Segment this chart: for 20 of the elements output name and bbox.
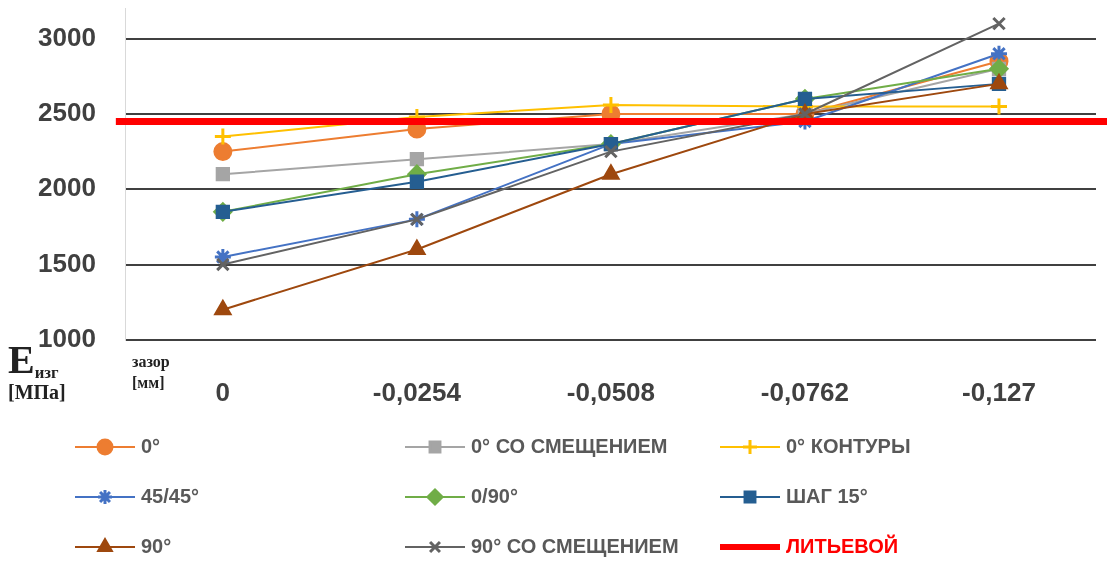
y-tick-label: 3000 — [38, 21, 96, 52]
legend-label: ШАГ 15° — [786, 484, 868, 507]
y-tick-label: 2500 — [38, 97, 96, 128]
legend-label: 45/45° — [141, 484, 200, 507]
x-tick-label: -0,127 — [962, 376, 1036, 407]
x-tick-label: -0,0762 — [760, 376, 850, 407]
y-tick-label: 2000 — [38, 172, 96, 203]
legend-label: 90° — [141, 534, 172, 557]
legend-label: 0° КОНТУРЫ — [786, 434, 911, 457]
legend-label: 0/90° — [471, 484, 518, 507]
x-tick-label: 0 — [215, 376, 231, 407]
legend-label: 0° — [141, 434, 161, 457]
y-tick-label: 1500 — [38, 247, 96, 278]
legend-label: 0° СО СМЕЩЕНИЕМ — [471, 434, 668, 457]
legend-label: ЛИТЬЕВОЙ — [786, 533, 899, 557]
x-tick-label: -0,0254 — [372, 376, 462, 407]
x-tick-label: -0,0508 — [566, 376, 656, 407]
y-tick-label: 1000 — [38, 322, 96, 353]
legend-label: 90° СО СМЕЩЕНИЕМ — [471, 534, 679, 557]
x-axis-title: зазор [мм] — [132, 352, 171, 393]
